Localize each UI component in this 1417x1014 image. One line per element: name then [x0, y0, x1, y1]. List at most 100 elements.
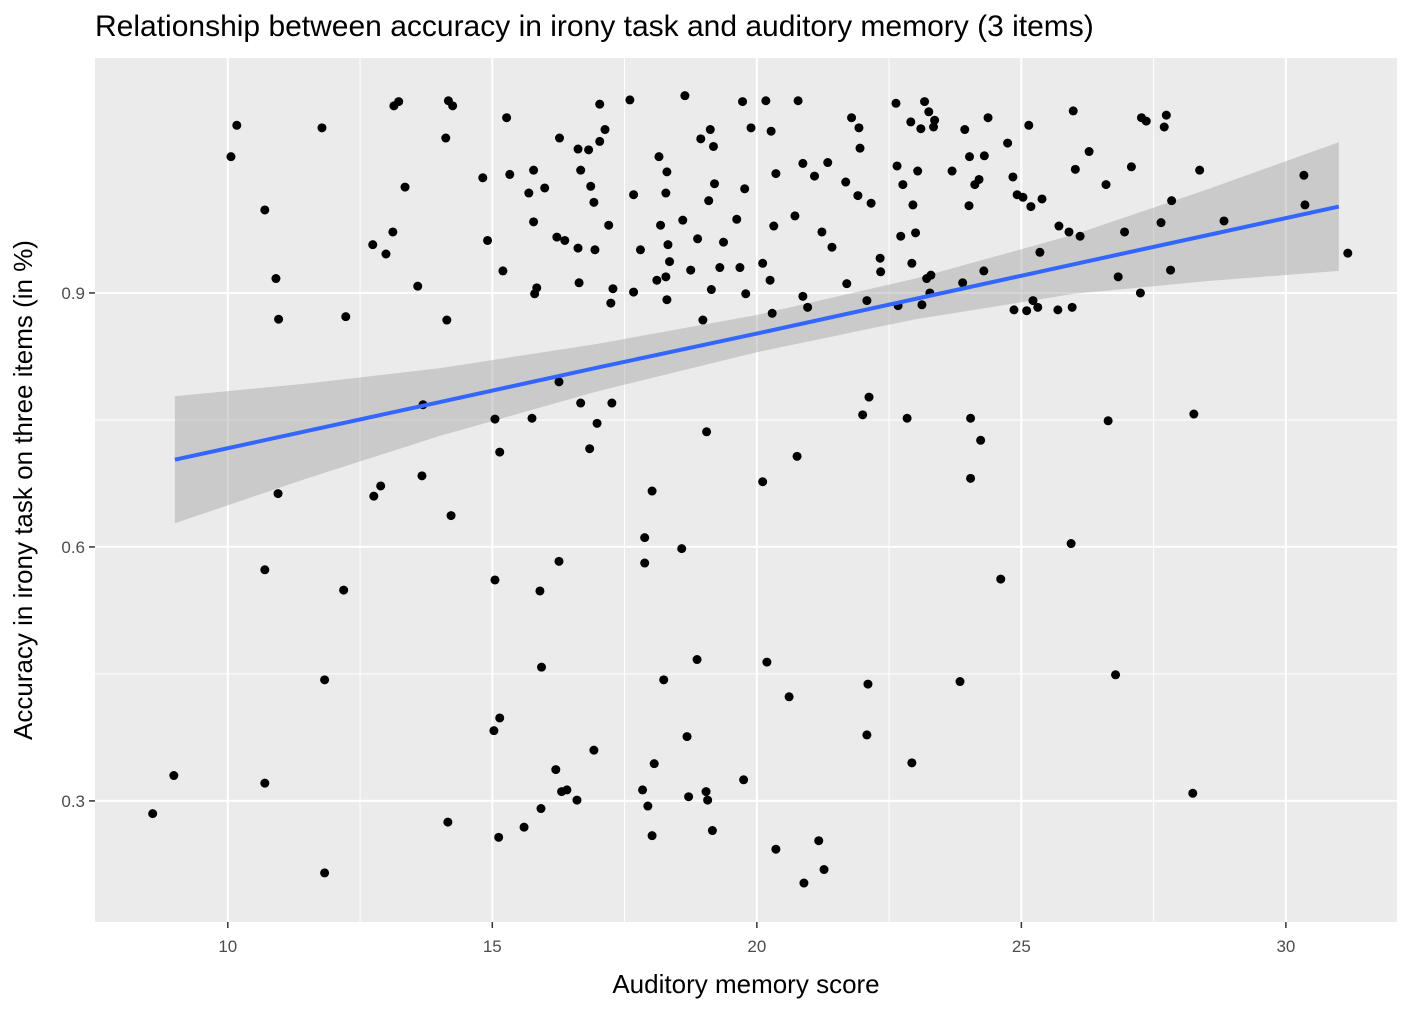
data-point — [573, 144, 583, 154]
data-point — [710, 179, 720, 189]
data-point — [979, 266, 989, 276]
data-point — [913, 166, 923, 176]
data-point — [746, 123, 756, 133]
data-point — [489, 726, 499, 736]
data-point — [707, 826, 717, 836]
data-point — [562, 785, 572, 795]
data-point — [441, 133, 451, 143]
data-point — [917, 300, 927, 310]
data-point — [924, 107, 934, 117]
data-point — [706, 285, 716, 295]
data-point — [273, 489, 283, 499]
data-point — [864, 392, 874, 402]
data-point — [965, 152, 975, 162]
data-point — [698, 315, 708, 325]
data-point — [443, 817, 453, 827]
data-point — [589, 745, 599, 755]
data-point — [368, 240, 378, 250]
data-point — [907, 258, 917, 268]
data-point — [799, 878, 809, 888]
data-point — [964, 201, 974, 211]
data-point — [979, 151, 989, 161]
data-point — [841, 177, 851, 187]
data-point — [875, 253, 885, 263]
data-point — [232, 120, 242, 130]
data-point — [589, 197, 599, 207]
data-point — [677, 544, 687, 554]
data-point — [817, 227, 827, 237]
data-point — [1299, 170, 1309, 180]
data-point — [974, 174, 984, 184]
data-point — [1113, 272, 1123, 282]
data-point — [892, 161, 902, 171]
data-point — [552, 232, 562, 242]
data-point — [502, 113, 512, 123]
x-axis-title: Auditory memory score — [612, 969, 879, 999]
data-point — [495, 713, 505, 723]
data-point — [798, 291, 808, 301]
data-point — [703, 795, 713, 805]
data-point — [803, 302, 813, 312]
data-point — [855, 143, 865, 153]
regression-line — [174, 204, 1340, 462]
data-point — [490, 575, 500, 585]
data-point — [1189, 409, 1199, 419]
data-point — [842, 279, 852, 289]
data-point — [719, 237, 729, 247]
data-point — [524, 188, 534, 198]
data-point — [1009, 305, 1019, 315]
x-tick-label: 20 — [747, 937, 766, 956]
data-point — [595, 136, 605, 146]
data-point — [554, 377, 564, 387]
data-point — [442, 315, 452, 325]
data-point — [854, 123, 864, 133]
data-point — [226, 152, 236, 162]
data-point — [536, 804, 546, 814]
data-point — [1028, 296, 1038, 306]
data-point — [771, 844, 781, 854]
data-point — [647, 831, 657, 841]
data-point — [1053, 305, 1063, 315]
data-point — [381, 249, 391, 259]
data-point — [635, 245, 645, 255]
data-point — [708, 141, 718, 151]
data-point — [1022, 306, 1032, 316]
data-point — [847, 113, 857, 123]
data-point — [1037, 194, 1047, 204]
data-point — [1024, 120, 1034, 130]
data-point — [1161, 110, 1171, 120]
data-point — [600, 125, 610, 135]
data-point — [693, 234, 703, 244]
data-point — [1018, 192, 1028, 202]
data-point — [798, 158, 808, 168]
data-point — [1064, 227, 1074, 237]
data-point — [784, 692, 794, 702]
data-point — [529, 217, 539, 227]
data-point — [608, 284, 618, 294]
data-point — [896, 231, 906, 241]
data-point — [647, 486, 657, 496]
data-point — [490, 414, 500, 424]
data-point — [652, 275, 662, 285]
data-point — [960, 125, 970, 135]
data-point — [663, 240, 673, 250]
data-point — [930, 115, 940, 125]
data-point — [1300, 200, 1310, 210]
data-point — [551, 765, 561, 775]
data-point — [607, 398, 617, 408]
data-point — [1141, 116, 1151, 126]
data-point — [898, 180, 908, 190]
data-point — [692, 655, 702, 665]
data-point — [1070, 164, 1080, 174]
data-point — [966, 473, 976, 483]
data-point — [586, 181, 596, 191]
data-point — [341, 312, 351, 322]
data-point — [498, 266, 508, 276]
data-point — [649, 759, 659, 769]
data-point — [976, 435, 986, 445]
data-point — [810, 171, 820, 181]
data-point — [741, 289, 751, 299]
data-point — [906, 117, 916, 127]
data-point — [907, 758, 917, 768]
data-point — [762, 657, 772, 667]
